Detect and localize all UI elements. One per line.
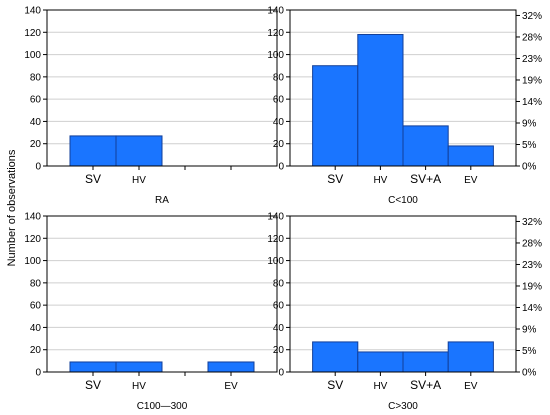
bar <box>402 351 449 373</box>
y2-tick-label: 0% <box>522 162 537 173</box>
y-tick-label: 60 <box>273 95 285 106</box>
y-tick-label: 140 <box>267 212 284 223</box>
x-tick-label: SV <box>327 378 343 392</box>
y-tick-label: 20 <box>273 139 285 150</box>
y-tick-label: 140 <box>267 6 284 17</box>
x-tick-label: SV <box>85 172 101 186</box>
y2-tick-label: 14% <box>522 97 542 108</box>
x-tick-label: HV <box>132 381 146 392</box>
y2-tick-label: 28% <box>522 32 542 43</box>
bar <box>357 351 404 373</box>
bar <box>447 145 494 167</box>
x-tick-label: HV <box>373 175 387 186</box>
bar <box>312 65 359 167</box>
y-tick-label: 0 <box>278 162 284 173</box>
y2-tick-label: 32% <box>522 217 542 228</box>
y-tick-label: 100 <box>267 50 284 61</box>
y-tick-label: 20 <box>273 345 285 356</box>
panel-label: C>300 <box>388 401 418 412</box>
bar <box>69 135 117 167</box>
y-tick-label: 60 <box>30 301 42 312</box>
bar <box>115 361 163 373</box>
plot-frame <box>289 215 517 373</box>
y-tick-label: 100 <box>267 256 284 267</box>
y-tick-label: 0 <box>35 368 41 379</box>
y-tick-label: 40 <box>30 323 42 334</box>
y-tick-label: 120 <box>267 28 284 39</box>
x-tick-label: HV <box>132 175 146 186</box>
y2-tick-label: 14% <box>522 303 542 314</box>
y-tick-label: 60 <box>30 95 42 106</box>
plot-frame <box>46 215 278 373</box>
y-tick-label: 120 <box>267 234 284 245</box>
panel-label: RA <box>155 195 169 206</box>
x-tick-label: SV <box>85 378 101 392</box>
bar <box>357 34 404 167</box>
y-tick-label: 80 <box>273 72 285 83</box>
y2-tick-label: 23% <box>522 54 542 65</box>
y-tick-label: 40 <box>30 117 42 128</box>
y-tick-label: 60 <box>273 301 285 312</box>
y2-tick-label: 9% <box>522 324 537 335</box>
x-tick-label: EV <box>464 381 478 392</box>
y2-tick-label: 32% <box>522 11 542 22</box>
bar <box>115 135 163 167</box>
y-tick-label: 0 <box>35 162 41 173</box>
bar <box>447 341 494 373</box>
y-tick-label: 80 <box>30 278 42 289</box>
bar <box>312 341 359 373</box>
panel-label: C<100 <box>388 195 418 206</box>
y-tick-label: 40 <box>273 323 285 334</box>
bar <box>402 125 449 167</box>
plot-frame <box>289 9 517 167</box>
y-tick-label: 140 <box>24 6 41 17</box>
bar <box>69 361 117 373</box>
y-tick-label: 120 <box>24 234 41 245</box>
y-tick-label: 120 <box>24 28 41 39</box>
y2-tick-label: 9% <box>522 118 537 129</box>
y2-tick-label: 5% <box>522 140 537 151</box>
y-tick-label: 80 <box>30 72 42 83</box>
panel-label: C100—300 <box>137 401 188 412</box>
y-tick-label: 20 <box>30 139 42 150</box>
x-tick-label: SV <box>327 172 343 186</box>
x-tick-label: SV+A <box>410 172 441 186</box>
x-tick-label: HV <box>373 381 387 392</box>
x-tick-label: SV+A <box>410 378 441 392</box>
y-axis-label: Number of observations <box>6 149 18 266</box>
y2-tick-label: 28% <box>522 238 542 249</box>
y-tick-label: 40 <box>273 117 285 128</box>
y-tick-label: 80 <box>273 278 285 289</box>
y-tick-label: 100 <box>24 256 41 267</box>
y-tick-label: 20 <box>30 345 42 356</box>
plot-frame <box>46 9 278 167</box>
y2-tick-label: 23% <box>522 260 542 271</box>
bar <box>207 361 255 373</box>
y-tick-label: 140 <box>24 212 41 223</box>
y2-tick-label: 5% <box>522 346 537 357</box>
x-tick-label: EV <box>224 381 238 392</box>
y2-tick-label: 19% <box>522 281 542 292</box>
y2-tick-label: 19% <box>522 75 542 86</box>
x-tick-label: EV <box>464 175 478 186</box>
y2-tick-label: 0% <box>522 368 537 379</box>
y-tick-label: 100 <box>24 50 41 61</box>
y-tick-label: 0 <box>278 368 284 379</box>
